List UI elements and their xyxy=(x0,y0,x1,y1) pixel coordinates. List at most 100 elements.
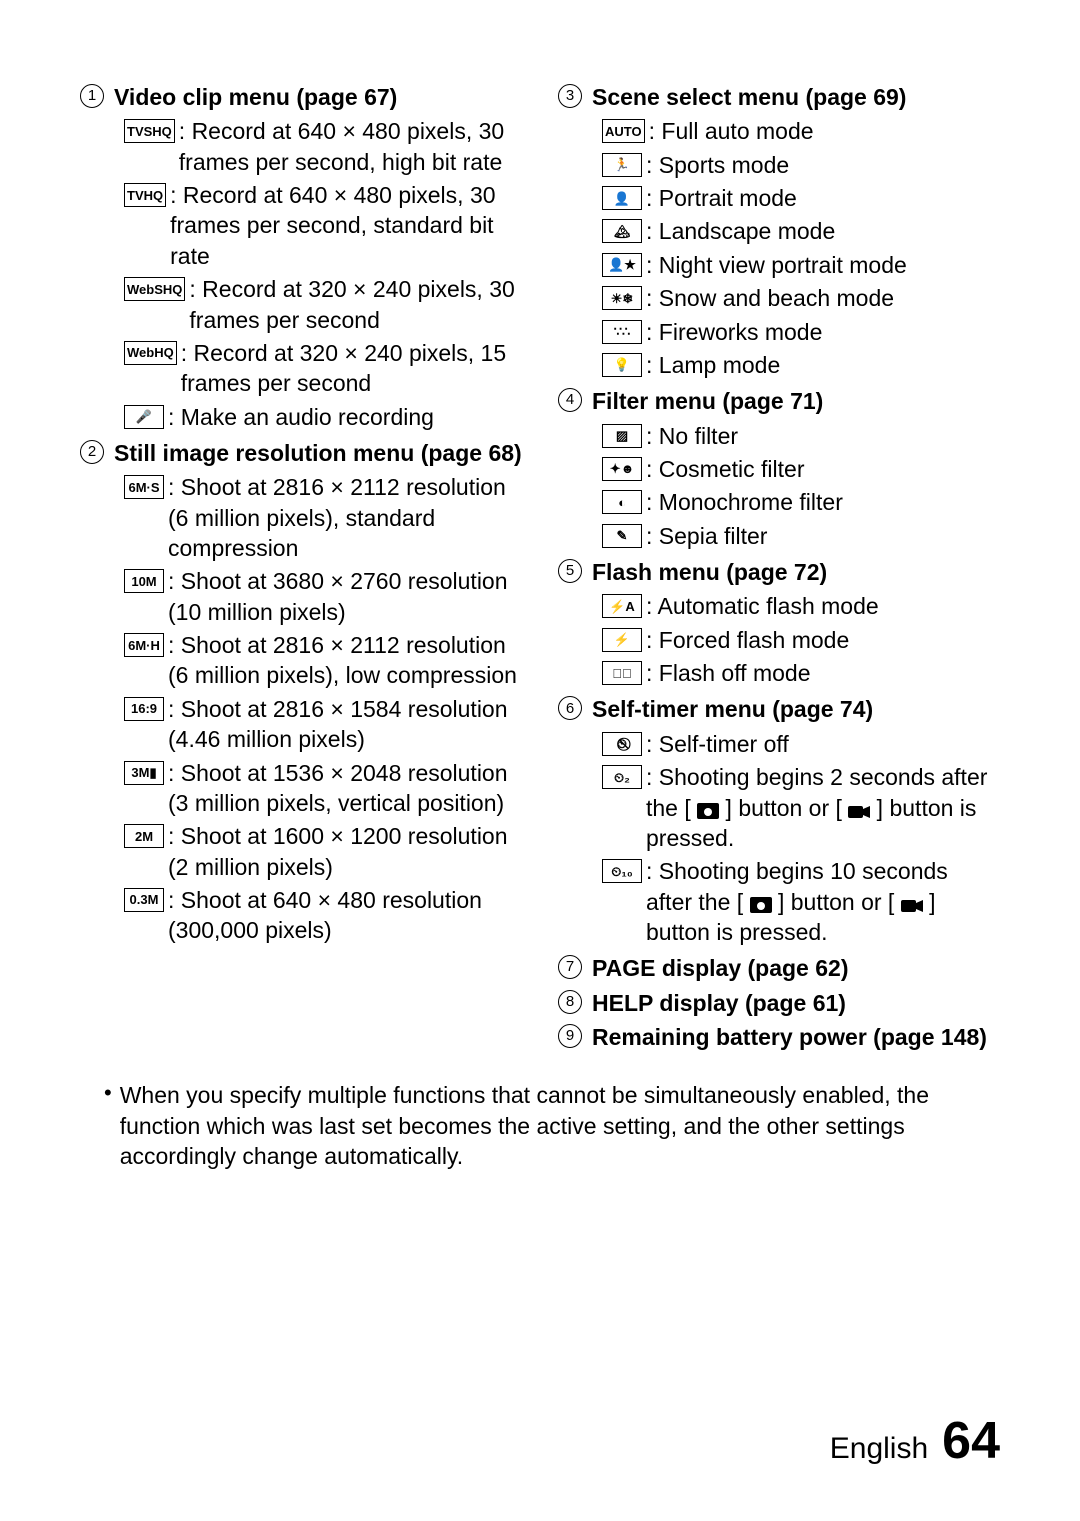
menu-item: 10M: Shoot at 3680 × 2760 resolution (10… xyxy=(124,566,522,627)
menu-item: TVSHQ: Record at 640 × 480 pixels, 30 fr… xyxy=(124,116,522,177)
no-filter-icon: ▨ xyxy=(602,424,642,448)
section-title: HELP display (page 61) xyxy=(592,988,1000,1018)
circled-number-icon: 1 xyxy=(80,84,104,108)
item-desc: : Record at 320 × 240 pixels, 15 frames … xyxy=(181,338,522,399)
microphone-icon: 🎤 xyxy=(124,405,164,429)
menu-item: ⏲⃠: Self-timer off xyxy=(602,729,1000,759)
item-desc: : Record at 320 × 240 pixels, 30 frames … xyxy=(189,274,522,335)
sports-icon: 🏃 xyxy=(602,153,642,177)
menu-item: 16:9: Shoot at 2816 × 1584 resolution (4… xyxy=(124,694,522,755)
menu-item: ▨: No filter xyxy=(602,421,1000,451)
mode-badge-icon: 6M·S xyxy=(124,475,164,499)
item-desc: : Flash off mode xyxy=(646,658,1000,688)
bullet-icon: • xyxy=(104,1080,112,1171)
menu-item: ⚡⃠: Flash off mode xyxy=(602,658,1000,688)
section-9-heading: 9 Remaining battery power (page 148) xyxy=(558,1022,1000,1052)
section-3-items: AUTO: Full auto mode 🏃: Sports mode 👤: P… xyxy=(602,116,1000,380)
menu-item: 6M·S: Shoot at 2816 × 2112 resolution (6… xyxy=(124,472,522,563)
section-5-items: ⚡A: Automatic flash mode ⚡: Forced flash… xyxy=(602,591,1000,688)
menu-item: WebHQ: Record at 320 × 240 pixels, 15 fr… xyxy=(124,338,522,399)
timer-10s-icon: ⏲₁₀ xyxy=(602,859,642,883)
circled-number-icon: 6 xyxy=(558,696,582,720)
item-desc: : Cosmetic filter xyxy=(646,454,1000,484)
mode-badge-icon: 2M xyxy=(124,824,164,848)
section-4-items: ▨: No filter ✦☻: Cosmetic filter ◐: Mono… xyxy=(602,421,1000,551)
item-desc: : Shooting begins 2 seconds after the [ … xyxy=(646,762,1000,853)
item-desc: : No filter xyxy=(646,421,1000,451)
menu-item: WebSHQ: Record at 320 × 240 pixels, 30 f… xyxy=(124,274,522,335)
auto-flash-icon: ⚡A xyxy=(602,594,642,618)
menu-item: ∵∴: Fireworks mode xyxy=(602,317,1000,347)
section-title: Still image resolution menu (page 68) xyxy=(114,438,522,468)
menu-item: ⏲₂ : Shooting begins 2 seconds after the… xyxy=(602,762,1000,853)
mode-badge-icon: 10M xyxy=(124,569,164,593)
two-column-layout: 1 Video clip menu (page 67) TVSHQ: Recor… xyxy=(80,80,1000,1056)
desc-part: ] button or [ xyxy=(719,795,848,821)
menu-item: 2M: Shoot at 1600 × 1200 resolution (2 m… xyxy=(124,821,522,882)
camera-button-icon xyxy=(750,897,772,913)
section-5-heading: 5 Flash menu (page 72) xyxy=(558,557,1000,587)
section-1-items: TVSHQ: Record at 640 × 480 pixels, 30 fr… xyxy=(124,116,522,432)
right-column: 3 Scene select menu (page 69) AUTO: Full… xyxy=(558,80,1000,1056)
item-desc: : Forced flash mode xyxy=(646,625,1000,655)
mode-badge-icon: AUTO xyxy=(602,119,645,143)
menu-item: ☀❄: Snow and beach mode xyxy=(602,283,1000,313)
timer-2s-icon: ⏲₂ xyxy=(602,765,642,789)
menu-item: TVHQ: Record at 640 × 480 pixels, 30 fra… xyxy=(124,180,522,271)
section-6-heading: 6 Self-timer menu (page 74) xyxy=(558,694,1000,724)
menu-item: 🎤: Make an audio recording xyxy=(124,402,522,432)
item-desc: : Shooting begins 10 seconds after the [… xyxy=(646,856,1000,947)
section-4-heading: 4 Filter menu (page 71) xyxy=(558,386,1000,416)
menu-item: ✎: Sepia filter xyxy=(602,521,1000,551)
item-desc: : Night view portrait mode xyxy=(646,250,1000,280)
item-desc: : Monochrome filter xyxy=(646,487,1000,517)
section-title: Scene select menu (page 69) xyxy=(592,82,1000,112)
item-desc: : Shoot at 2816 × 1584 resolution (4.46 … xyxy=(168,694,522,755)
mode-badge-icon: 6M·H xyxy=(124,633,164,657)
item-desc: : Landscape mode xyxy=(646,216,1000,246)
circled-number-icon: 9 xyxy=(558,1024,582,1048)
section-title: Filter menu (page 71) xyxy=(592,386,1000,416)
circled-number-icon: 5 xyxy=(558,559,582,583)
section-7-heading: 7 PAGE display (page 62) xyxy=(558,953,1000,983)
section-title: Video clip menu (page 67) xyxy=(114,82,522,112)
item-desc: : Record at 640 × 480 pixels, 30 frames … xyxy=(179,116,522,177)
portrait-icon: 👤 xyxy=(602,186,642,210)
circled-number-icon: 8 xyxy=(558,990,582,1014)
page-footer: English 64 xyxy=(830,1411,1000,1471)
mode-badge-icon: 0.3M xyxy=(124,888,164,912)
forced-flash-icon: ⚡ xyxy=(602,628,642,652)
night-portrait-icon: 👤★ xyxy=(602,253,642,277)
menu-item: ⚡: Forced flash mode xyxy=(602,625,1000,655)
flash-off-icon: ⚡⃠ xyxy=(602,661,642,685)
menu-item: ◐: Monochrome filter xyxy=(602,487,1000,517)
menu-item: ⏲₁₀ : Shooting begins 10 seconds after t… xyxy=(602,856,1000,947)
menu-item: ⚡A: Automatic flash mode xyxy=(602,591,1000,621)
section-title: Flash menu (page 72) xyxy=(592,557,1000,587)
snow-beach-icon: ☀❄ xyxy=(602,286,642,310)
circled-number-icon: 2 xyxy=(80,440,104,464)
menu-item: 🏃: Sports mode xyxy=(602,150,1000,180)
landscape-icon: 🏔 xyxy=(602,219,642,243)
item-desc: : Shoot at 640 × 480 resolution (300,000… xyxy=(168,885,522,946)
item-desc: : Snow and beach mode xyxy=(646,283,1000,313)
item-desc: : Full auto mode xyxy=(649,116,1000,146)
video-button-icon xyxy=(848,803,870,819)
item-desc: : Shoot at 3680 × 2760 resolution (10 mi… xyxy=(168,566,522,627)
menu-item: 👤: Portrait mode xyxy=(602,183,1000,213)
menu-item: 0.3M: Shoot at 640 × 480 resolution (300… xyxy=(124,885,522,946)
left-column: 1 Video clip menu (page 67) TVSHQ: Recor… xyxy=(80,80,522,1056)
mode-badge-icon: TVSHQ xyxy=(124,119,175,143)
item-desc: : Record at 640 × 480 pixels, 30 frames … xyxy=(170,180,522,271)
item-desc: : Self-timer off xyxy=(646,729,1000,759)
item-desc: : Automatic flash mode xyxy=(646,591,1000,621)
item-desc: : Fireworks mode xyxy=(646,317,1000,347)
item-desc: : Lamp mode xyxy=(646,350,1000,380)
monochrome-filter-icon: ◐ xyxy=(602,490,642,514)
circled-number-icon: 4 xyxy=(558,388,582,412)
menu-item: 💡: Lamp mode xyxy=(602,350,1000,380)
menu-item: 3M▮: Shoot at 1536 × 2048 resolution (3 … xyxy=(124,758,522,819)
desc-part: ] button or [ xyxy=(772,889,901,915)
section-6-items: ⏲⃠: Self-timer off ⏲₂ : Shooting begins … xyxy=(602,729,1000,948)
section-3-heading: 3 Scene select menu (page 69) xyxy=(558,82,1000,112)
